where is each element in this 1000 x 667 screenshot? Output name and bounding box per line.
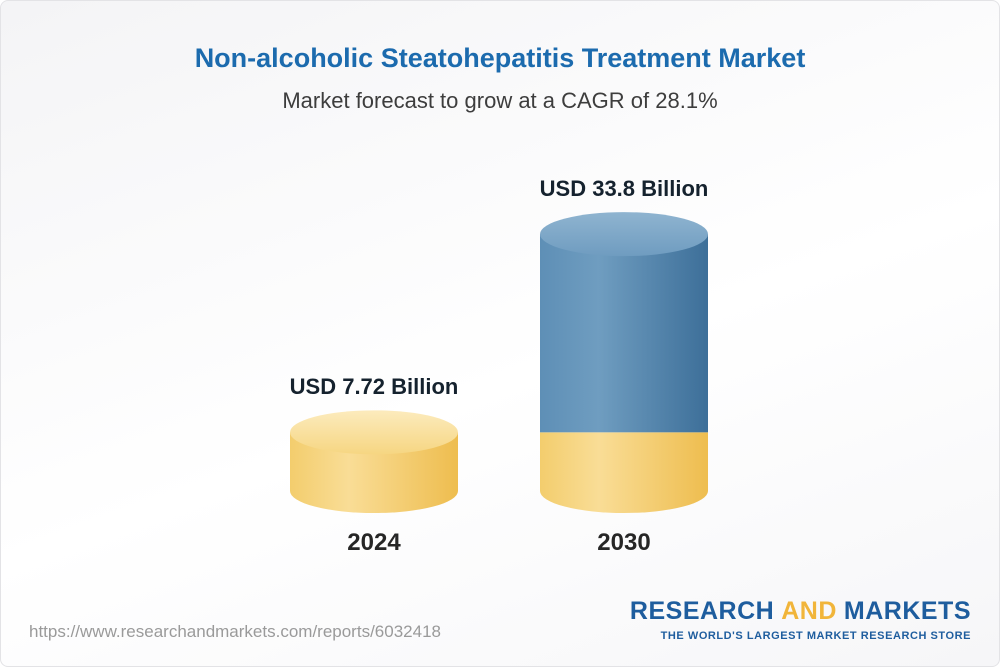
value-label-2030: USD 33.8 Billion [539,176,709,202]
bar-2024-top [290,410,458,455]
category-label-2024: 2024 [347,529,401,556]
bar-2030-top [540,212,708,257]
cylinder-bar-chart [290,212,708,513]
research-and-markets-logo: RESEARCH AND MARKETS THE WORLD'S LARGEST M… [630,597,971,642]
chart-title: Non-alcoholic Steatohepatitis Treatment … [194,43,806,73]
logo-tagline: THE WORLD'S LARGEST MARKET RESEARCH STOR… [660,630,971,642]
bar-2030-growth-body [540,234,708,433]
logo-word-and: AND [781,597,837,625]
bar-2024-body [290,432,458,513]
bar-2030-base-body [540,432,708,513]
logo-word-research: RESEARCH [629,597,775,625]
category-label-2030: 2030 [597,529,651,556]
logo-word-markets: MARKETS [843,597,971,625]
value-label-2024: USD 7.72 Billion [289,374,459,400]
logo-wordmark: RESEARCH AND MARKETS [630,597,971,626]
chart-subtitle: Market forecast to grow at a CAGR of 28.… [282,88,718,113]
report-url[interactable]: https://www.researchandmarkets.com/repor… [29,622,441,641]
